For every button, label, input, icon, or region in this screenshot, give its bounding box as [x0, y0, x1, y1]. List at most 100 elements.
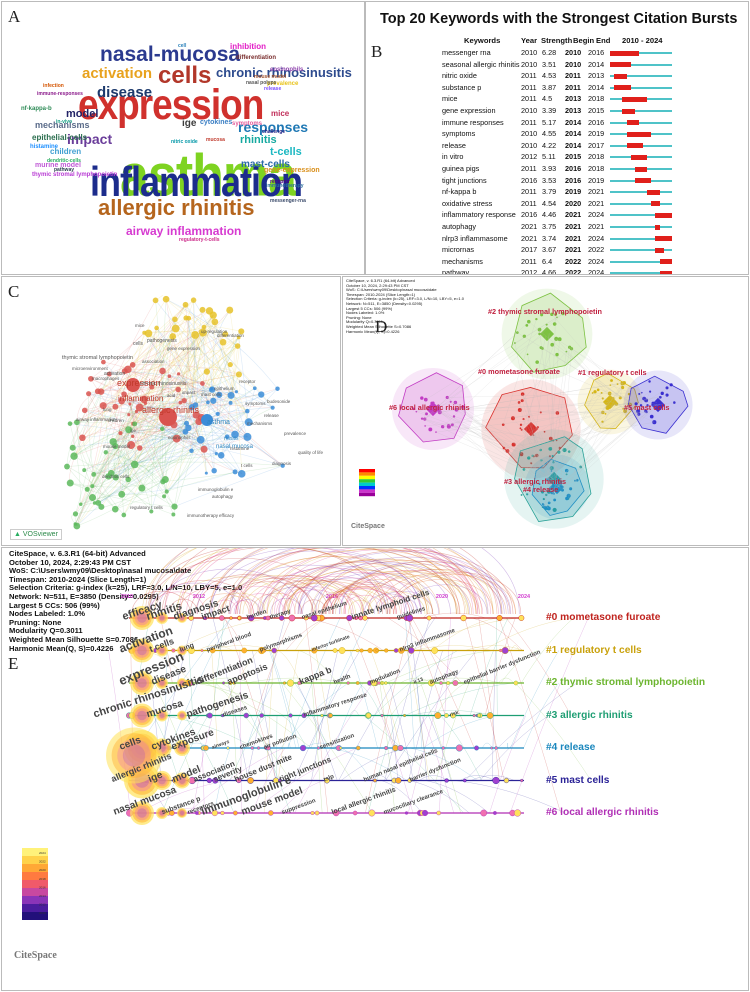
- cluster-edge: [422, 418, 561, 485]
- timeline-cross-link: [280, 682, 349, 749]
- cluster-edge: [507, 450, 544, 505]
- cluster-edge: [620, 383, 623, 398]
- cluster-edge: [442, 313, 564, 427]
- timeline-key-node: [132, 673, 152, 693]
- burst-timeline-bar: [610, 202, 672, 205]
- cluster-edge: [531, 392, 642, 464]
- timeline-key-node: [178, 679, 186, 687]
- vos-node: [162, 494, 167, 499]
- timeline-key-node: [178, 614, 186, 622]
- timeline-key-node: [158, 809, 166, 817]
- burst-keyword: nitric oxide: [442, 71, 477, 81]
- timeline-node: [513, 809, 522, 817]
- cluster-node: [513, 342, 516, 344]
- timeline-arc: [393, 595, 434, 615]
- timeline-legend-swatch: [22, 880, 48, 888]
- vos-edge: [72, 391, 99, 448]
- burst-keyword: gene expression: [442, 106, 496, 115]
- vos-edge: [98, 410, 248, 504]
- burst-keyword: tight junctions: [442, 175, 487, 185]
- vos-node: [125, 426, 133, 434]
- timeline-hub-node: [122, 744, 146, 767]
- vos-edge: [191, 345, 238, 408]
- vos-node: [222, 331, 229, 338]
- timeline-cross-link: [390, 682, 427, 716]
- vos-term-label: up-regulation: [201, 329, 228, 334]
- cluster-edge: [425, 412, 558, 427]
- cluster-node: [609, 384, 612, 386]
- timeline-arc: [242, 578, 351, 615]
- vos-edge: [69, 423, 283, 466]
- vos-node: [234, 390, 239, 394]
- vos-edge: [75, 373, 179, 525]
- timeline-key-node: [178, 744, 186, 752]
- vos-edge: [105, 410, 248, 453]
- vos-node: [111, 505, 119, 513]
- cluster-node: [555, 352, 559, 357]
- bursts-header-strength: Strength: [541, 36, 573, 45]
- cluster-edge: [438, 406, 457, 410]
- timeline-node: [339, 746, 343, 750]
- timeline-logo: CiteSpace: [14, 950, 57, 961]
- timeline-cross-link: [357, 682, 382, 716]
- vos-edge: [103, 388, 212, 406]
- timeline-node: [320, 713, 324, 718]
- cluster-node: [536, 426, 539, 429]
- vos-edge: [148, 333, 248, 412]
- timeline-key-node: [137, 613, 147, 623]
- vos-node: [130, 460, 139, 469]
- burst-keyword: release: [442, 140, 466, 150]
- timeline-node: [365, 712, 372, 719]
- burst-begin: 2021: [565, 245, 582, 255]
- timeline-arc: [257, 567, 406, 615]
- vos-node: [84, 486, 90, 492]
- cluster-node: [622, 380, 626, 385]
- cluster-node: [554, 336, 559, 341]
- vos-node: [280, 463, 285, 468]
- cluster-node: [535, 360, 539, 364]
- burst-timeline-bar: [610, 110, 672, 112]
- timeline-node: [188, 615, 194, 621]
- timeline-key-node: [175, 741, 189, 755]
- timeline-term: il 13: [413, 676, 424, 685]
- vos-edge: [128, 414, 222, 456]
- burst-period-bar: [634, 166, 648, 172]
- vos-term-label: acid: [167, 393, 176, 398]
- vos-edge: [134, 333, 226, 465]
- burst-keyword: micrornas: [442, 245, 475, 255]
- vos-node: [140, 395, 148, 404]
- timeline-key-node: [180, 713, 184, 718]
- word-cloud-term: cytokines: [200, 119, 233, 126]
- cluster-node: [548, 455, 551, 458]
- vos-node: [73, 522, 78, 526]
- timeline-arc: [288, 569, 430, 615]
- vos-node: [178, 400, 183, 405]
- cluster-edge: [553, 392, 602, 463]
- timeline-key-node: [159, 680, 165, 686]
- vos-edge: [92, 304, 186, 487]
- timeline-cross-link: [246, 682, 274, 749]
- vos-edge: [84, 400, 185, 471]
- cluster-node: [562, 448, 567, 453]
- timeline-cross-link: [385, 650, 477, 781]
- timeline-node: [303, 615, 309, 621]
- cluster-edge: [452, 424, 543, 508]
- vos-node: [209, 311, 217, 319]
- vos-node: [138, 484, 146, 492]
- timeline-arc: [362, 575, 480, 615]
- timeline-legend-year: 2016: [39, 885, 46, 889]
- panel-b-citation-bursts: Top 20 Keywords with the Strongest Citat…: [365, 1, 749, 275]
- timeline-key-node: [157, 645, 167, 656]
- vos-node: [186, 315, 192, 321]
- timeline-key-node: [159, 648, 165, 653]
- timeline-node: [338, 647, 346, 654]
- cluster-label: #4 release: [523, 485, 558, 494]
- timeline-node: [200, 649, 204, 652]
- timeline-cross-link: [252, 650, 276, 781]
- vos-node: [192, 402, 199, 408]
- timeline-key-node: [154, 772, 170, 789]
- cluster-node: [531, 454, 534, 457]
- vos-edge: [124, 370, 231, 404]
- cluster-edge: [658, 403, 661, 406]
- timeline-node: [362, 615, 368, 621]
